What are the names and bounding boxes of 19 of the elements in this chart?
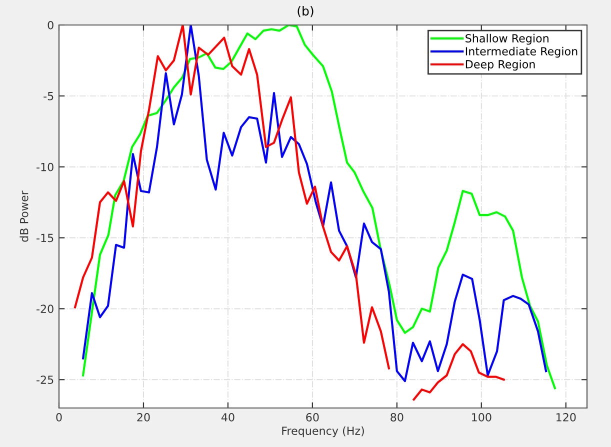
y-tick-label: -25	[36, 376, 54, 384]
x-tick-label: 60	[306, 413, 319, 422]
x-tick-label: 100	[472, 413, 492, 422]
x-tick-label: 40	[221, 413, 234, 422]
x-tick-label: 0	[56, 413, 62, 422]
y-tick-label: -10	[36, 162, 54, 172]
legend-label: Intermediate Region	[466, 46, 578, 58]
y-tick-label: -20	[36, 304, 54, 314]
x-axis-title: Frequency (Hz)	[282, 426, 364, 438]
x-tick-label: 120	[556, 413, 576, 422]
x-tick-label: 20	[137, 413, 150, 422]
y-tick-label: -15	[36, 234, 54, 242]
y-tick-label: -5	[44, 92, 54, 100]
chart-title: (b)	[298, 6, 314, 18]
y-tick-label: 0	[48, 20, 54, 30]
y-axis-title: dB Power	[20, 190, 28, 242]
x-tick-label: 80	[390, 413, 404, 422]
legend-label: Shallow Region	[466, 34, 548, 45]
legend-label: Deep Region	[466, 60, 535, 71]
